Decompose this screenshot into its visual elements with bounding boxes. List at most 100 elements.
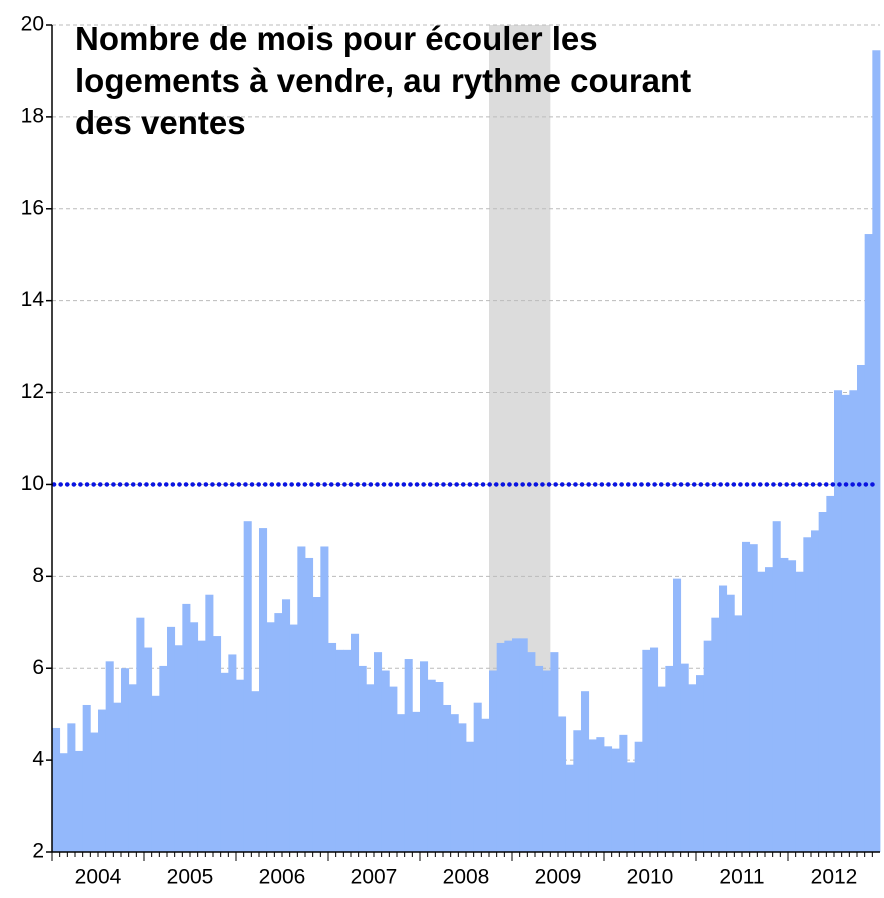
bar xyxy=(144,647,153,852)
x-tick-label: 2009 xyxy=(535,866,582,889)
bar xyxy=(841,394,850,852)
bar xyxy=(780,557,789,852)
bar xyxy=(381,670,390,852)
bar xyxy=(673,578,682,852)
y-tick-label: 10 xyxy=(21,472,44,495)
bar xyxy=(581,691,590,852)
bar xyxy=(872,50,881,852)
bar xyxy=(167,626,176,852)
bar xyxy=(197,640,206,852)
bar xyxy=(489,670,498,852)
bar xyxy=(473,702,482,852)
bar xyxy=(680,663,689,852)
bar xyxy=(458,723,467,852)
bar xyxy=(466,741,475,852)
bar xyxy=(228,654,237,852)
bar xyxy=(182,603,191,852)
x-tick-label: 2012 xyxy=(811,866,858,889)
bar xyxy=(634,741,643,852)
bar xyxy=(711,617,720,852)
bar xyxy=(596,737,605,852)
bar xyxy=(305,557,314,852)
y-tick-label: 2 xyxy=(32,840,44,863)
chart-title: Nombre de mois pour écouler les logement… xyxy=(75,20,692,141)
bar xyxy=(213,636,222,852)
bar xyxy=(312,597,321,852)
bar xyxy=(412,711,421,852)
bar xyxy=(588,739,597,852)
bar xyxy=(297,546,306,852)
bar xyxy=(512,638,521,852)
bar xyxy=(857,364,866,852)
bar xyxy=(397,714,406,852)
bar xyxy=(611,748,620,852)
bar xyxy=(703,640,712,852)
bar xyxy=(734,615,743,852)
bar xyxy=(243,521,252,852)
x-tick-label: 2011 xyxy=(719,866,764,889)
bar xyxy=(650,647,659,852)
bar xyxy=(550,652,559,852)
bar xyxy=(496,642,505,852)
bar xyxy=(749,544,758,852)
bar xyxy=(450,714,459,852)
bar xyxy=(527,652,536,852)
bar xyxy=(803,537,812,852)
bar xyxy=(788,560,797,852)
bar xyxy=(282,599,291,852)
bar xyxy=(627,762,636,852)
bar xyxy=(772,521,781,852)
bar xyxy=(818,512,827,852)
x-tick-label: 2007 xyxy=(351,866,398,889)
bar xyxy=(665,665,674,852)
bar xyxy=(742,541,751,852)
bar xyxy=(128,684,137,852)
bar xyxy=(688,684,697,852)
bar xyxy=(190,622,199,852)
bar xyxy=(59,753,68,852)
bar xyxy=(504,640,513,852)
x-tick-label: 2005 xyxy=(167,866,214,889)
bar xyxy=(604,746,613,852)
bar xyxy=(481,718,490,852)
bar xyxy=(427,679,436,852)
bar xyxy=(82,704,91,852)
y-tick-label: 4 xyxy=(32,748,44,771)
y-tick-label: 18 xyxy=(21,104,44,127)
bar xyxy=(826,495,835,852)
bar xyxy=(404,659,413,852)
bar xyxy=(542,670,551,852)
bar xyxy=(849,390,858,852)
bar xyxy=(696,675,705,852)
bar xyxy=(159,665,168,852)
y-tick-label: 12 xyxy=(21,380,44,403)
bar xyxy=(811,530,820,852)
bar xyxy=(259,528,268,852)
bar xyxy=(757,571,766,852)
bar xyxy=(52,727,61,852)
bar xyxy=(220,672,229,852)
bar xyxy=(98,709,107,852)
bar xyxy=(374,652,383,852)
bar xyxy=(726,594,735,852)
bar xyxy=(765,567,774,852)
bar xyxy=(113,702,122,852)
bar xyxy=(274,613,283,852)
bar xyxy=(205,594,214,852)
y-tick-label: 20 xyxy=(21,13,44,36)
bar xyxy=(67,723,76,852)
bar xyxy=(573,730,582,852)
bar xyxy=(121,668,130,852)
bar xyxy=(366,684,375,852)
bar xyxy=(174,645,183,852)
bar xyxy=(389,686,398,852)
bar xyxy=(136,617,145,852)
bar xyxy=(236,679,245,852)
bar xyxy=(435,682,444,852)
bar xyxy=(420,661,429,852)
bar xyxy=(642,649,651,852)
bar xyxy=(266,622,275,852)
bar xyxy=(320,546,329,852)
